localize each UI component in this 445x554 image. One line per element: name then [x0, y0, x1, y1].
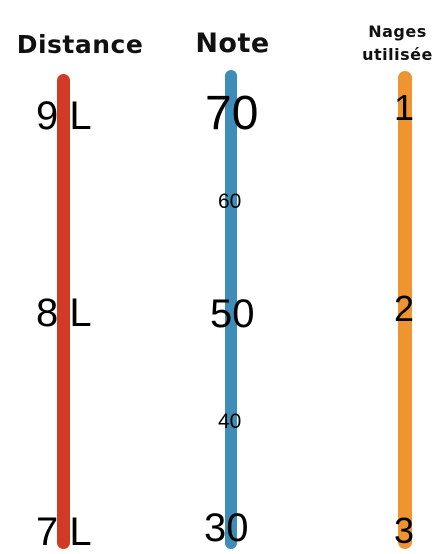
note-label-70: 70 — [205, 87, 259, 140]
distance-label-top: 9 L — [36, 94, 92, 138]
distance-header: Distance — [16, 30, 144, 59]
nages-label-3: 3 — [394, 510, 415, 551]
nages-bar — [398, 71, 412, 549]
note-header: Note — [195, 28, 270, 59]
nages-header: Nages utilisée — [350, 20, 445, 66]
nages-header-line1: Nages — [368, 22, 427, 41]
nages-header-line2: utilisée — [362, 45, 433, 64]
note-bar — [225, 70, 237, 549]
nages-label-2: 2 — [394, 288, 415, 329]
note-label-50: 50 — [210, 292, 255, 336]
distance-label-middle: 8 L — [36, 291, 92, 335]
note-label-60: 60 — [218, 190, 242, 213]
nages-label-1: 1 — [394, 87, 415, 128]
distance-bar — [57, 74, 70, 549]
distance-label-bottom: 7 L — [36, 510, 92, 554]
note-label-30: 30 — [204, 506, 249, 550]
note-label-40: 40 — [218, 410, 242, 433]
